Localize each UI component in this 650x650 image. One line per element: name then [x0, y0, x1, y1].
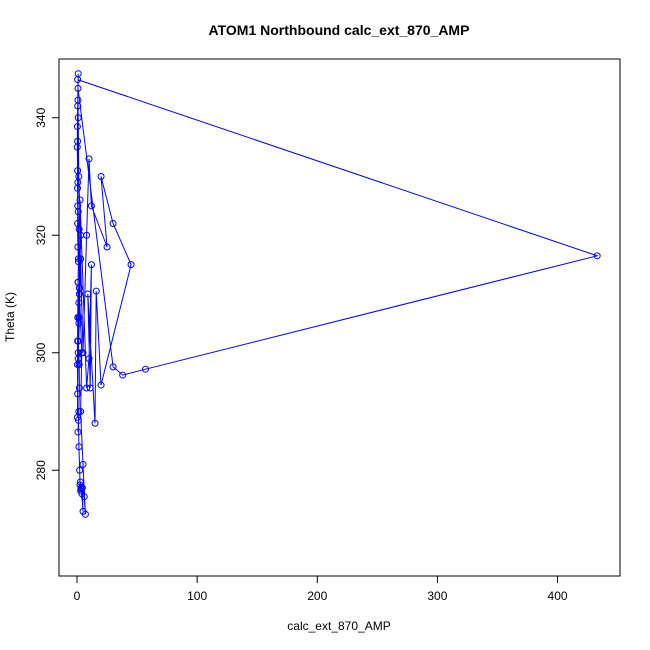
data-point: [77, 408, 85, 415]
x-axis-label: calc_ext_870_AMP: [287, 619, 390, 633]
data-point: [78, 484, 86, 492]
data-point: [127, 261, 135, 269]
y-axis: 280 300 320 340: [34, 107, 60, 480]
data-point: [74, 428, 82, 436]
data-point: [85, 155, 93, 163]
data-point: [87, 261, 95, 269]
data-point: [103, 243, 111, 251]
x-tick-label: 100: [187, 589, 207, 603]
x-tick-label: 300: [427, 589, 447, 603]
data-point: [81, 510, 89, 518]
x-tick-label: 200: [307, 589, 327, 603]
data-point: [86, 384, 94, 392]
data-point: [79, 349, 87, 357]
data-point: [76, 196, 84, 204]
data-point: [92, 287, 100, 295]
data-point: [119, 371, 127, 379]
y-tick-label: 320: [34, 225, 48, 245]
data-point: [141, 365, 149, 373]
data-point: [79, 460, 87, 468]
data-point: [73, 123, 81, 131]
data-point: [85, 355, 93, 363]
data-point: [76, 478, 84, 486]
series-layer: [73, 70, 601, 518]
y-axis-label: Theta (K): [3, 292, 17, 342]
data-point: [109, 220, 117, 227]
data-point: [74, 114, 82, 122]
y-tick-label: 300: [34, 342, 48, 362]
data-point: [83, 384, 91, 392]
data-point: [74, 84, 82, 92]
data-point: [73, 413, 81, 421]
data-point: [76, 466, 84, 474]
x-axis: 0 100 200 300 400: [74, 575, 568, 603]
data-point: [74, 337, 82, 345]
data-point: [75, 225, 83, 233]
data-point: [75, 443, 83, 451]
data-point: [84, 290, 92, 298]
data-point: [77, 255, 85, 263]
x-tick-label: 400: [548, 589, 568, 603]
data-point: [74, 137, 82, 145]
y-tick-label: 280: [34, 460, 48, 480]
data-point: [75, 284, 83, 292]
data-point: [74, 96, 82, 104]
data-point: [74, 243, 82, 251]
data-point: [74, 208, 82, 216]
data-point: [83, 231, 91, 239]
data-point: [87, 202, 95, 210]
chart-title: ATOM1 Northbound calc_ext_870_AMP: [209, 22, 470, 38]
data-point: [74, 390, 82, 398]
plot-frame: [58, 58, 621, 577]
data-point: [74, 416, 82, 424]
data-point: [74, 355, 82, 363]
data-point: [593, 252, 601, 260]
data-point: [74, 70, 82, 78]
data-point: [75, 299, 83, 307]
data-point: [77, 485, 85, 493]
data-point: [80, 493, 88, 501]
data-point: [74, 178, 82, 186]
x-tick-label: 0: [74, 589, 81, 603]
series-line: [76, 73, 599, 515]
y-tick-label: 340: [34, 107, 48, 127]
data-point: [75, 314, 83, 321]
data-point: [74, 255, 82, 263]
data-point: [97, 381, 105, 389]
data-point: [97, 173, 105, 180]
data-point: [91, 419, 99, 427]
data-point: [109, 363, 117, 371]
